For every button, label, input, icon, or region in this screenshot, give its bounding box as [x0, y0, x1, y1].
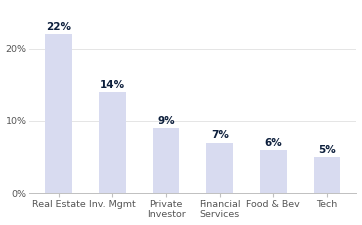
Text: 22%: 22%: [46, 22, 71, 32]
Text: 5%: 5%: [318, 145, 336, 155]
Bar: [313, 157, 340, 193]
Text: 7%: 7%: [211, 130, 229, 140]
Text: 9%: 9%: [157, 116, 175, 126]
Text: 14%: 14%: [100, 80, 125, 90]
Bar: [260, 150, 287, 193]
Bar: [153, 128, 180, 193]
Bar: [206, 143, 233, 193]
Text: 6%: 6%: [265, 138, 282, 148]
Bar: [99, 92, 126, 193]
Bar: [45, 34, 72, 193]
